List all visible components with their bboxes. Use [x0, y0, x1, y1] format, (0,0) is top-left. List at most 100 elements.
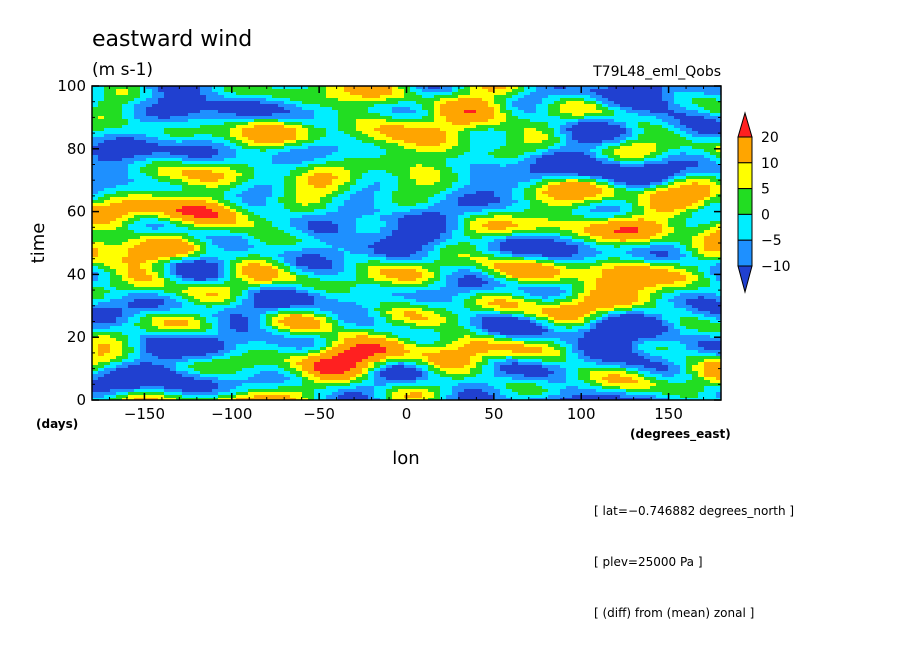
field-cell — [110, 173, 117, 177]
field-cell — [344, 101, 351, 105]
field-cell — [230, 146, 237, 150]
field-cell — [398, 140, 405, 144]
field-cell — [284, 212, 291, 216]
field-cell — [452, 89, 459, 93]
field-cell — [422, 209, 429, 213]
field-cell — [404, 158, 411, 162]
field-cell — [182, 167, 189, 171]
field-cell — [554, 182, 561, 186]
field-cell — [596, 215, 603, 219]
field-cell — [476, 209, 483, 213]
field-cell — [212, 179, 219, 183]
field-cell — [410, 110, 417, 114]
field-cell — [404, 134, 411, 138]
field-cell — [680, 164, 687, 168]
field-cell — [92, 128, 99, 132]
field-cell — [518, 191, 525, 195]
field-cell — [500, 122, 507, 126]
field-cell — [704, 203, 711, 207]
field-cell — [590, 143, 597, 147]
field-cell — [212, 104, 219, 108]
field-cell — [608, 188, 615, 192]
field-cell — [236, 116, 243, 120]
field-cell — [614, 197, 621, 201]
field-cell — [554, 188, 561, 192]
field-cell — [470, 143, 477, 147]
field-cell — [674, 125, 681, 129]
field-cell — [416, 173, 423, 177]
field-cell — [446, 191, 453, 195]
field-cell — [98, 140, 105, 144]
field-cell — [524, 104, 531, 108]
field-cell — [158, 107, 165, 111]
field-cell — [104, 113, 111, 117]
field-cell — [626, 209, 633, 213]
field-cell — [500, 161, 507, 165]
field-cell — [92, 143, 99, 147]
field-cell — [182, 113, 189, 117]
field-cell — [200, 203, 207, 207]
field-cell — [596, 224, 603, 228]
field-cell — [302, 200, 309, 204]
field-cell — [104, 149, 111, 153]
field-cell — [464, 203, 471, 207]
field-cell — [344, 125, 351, 129]
field-cell — [272, 149, 279, 153]
field-cell — [248, 182, 255, 186]
field-cell — [380, 107, 387, 111]
field-cell — [248, 104, 255, 108]
field-cell — [638, 179, 645, 183]
field-cell — [266, 104, 273, 108]
field-cell — [122, 140, 129, 144]
field-cell — [680, 89, 687, 93]
field-cell — [416, 98, 423, 102]
field-cell — [494, 95, 501, 99]
field-cell — [536, 218, 543, 222]
field-cell — [284, 119, 291, 123]
field-cell — [680, 86, 687, 90]
field-cell — [170, 206, 177, 210]
field-cell — [374, 116, 381, 120]
field-cell — [542, 149, 549, 153]
field-cell — [482, 161, 489, 165]
field-cell — [644, 101, 651, 105]
field-cell — [674, 134, 681, 138]
field-cell — [674, 137, 681, 141]
field-cell — [326, 116, 333, 120]
field-cell — [296, 86, 303, 90]
field-cell — [692, 128, 699, 132]
field-cell — [368, 125, 375, 129]
field-cell — [392, 128, 399, 132]
field-cell — [614, 128, 621, 132]
field-cell — [458, 89, 465, 93]
field-cell — [296, 215, 303, 219]
field-cell — [698, 128, 705, 132]
field-cell — [92, 209, 99, 213]
field-cell — [98, 152, 105, 156]
field-cell — [146, 206, 153, 210]
field-cell — [416, 86, 423, 90]
field-cell — [104, 173, 111, 177]
field-cell — [440, 140, 447, 144]
field-cell — [230, 185, 237, 189]
field-cell — [332, 113, 339, 117]
field-cell — [524, 155, 531, 159]
field-cell — [572, 194, 579, 198]
field-cell — [620, 119, 627, 123]
field-cell — [530, 95, 537, 99]
field-cell — [200, 224, 207, 228]
field-cell — [284, 176, 291, 180]
field-cell — [116, 203, 123, 207]
field-cell — [590, 203, 597, 207]
field-cell — [218, 173, 225, 177]
field-cell — [560, 167, 567, 171]
field-cell — [554, 116, 561, 120]
field-cell — [704, 221, 711, 225]
field-cell — [500, 155, 507, 159]
field-cell — [200, 197, 207, 201]
field-cell — [668, 140, 675, 144]
field-cell — [446, 122, 453, 126]
field-cell — [410, 119, 417, 123]
field-cell — [110, 182, 117, 186]
field-cell — [680, 116, 687, 120]
